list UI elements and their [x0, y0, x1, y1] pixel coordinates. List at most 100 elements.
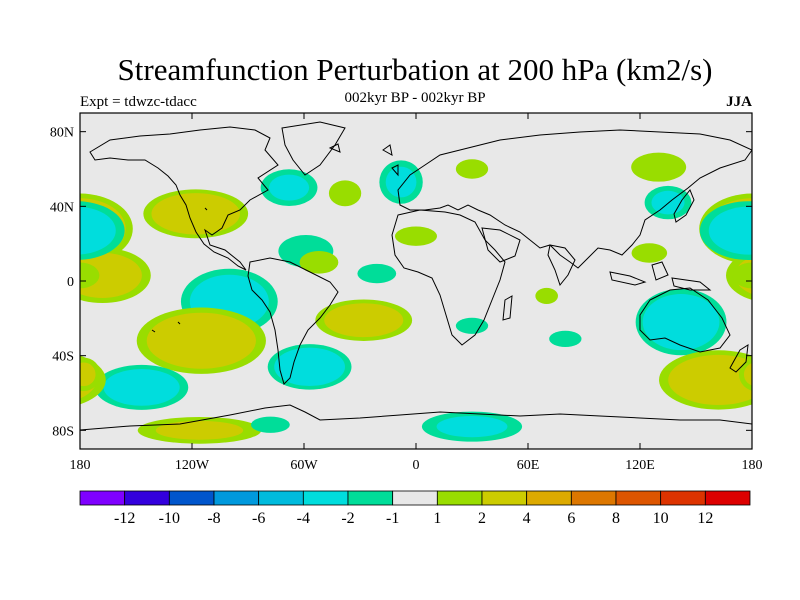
coastline-japan	[673, 189, 695, 223]
contour-band	[631, 243, 668, 263]
contour-band	[385, 166, 417, 198]
contour-band	[535, 287, 558, 305]
contour-band	[80, 252, 142, 298]
colorbar-swatch	[124, 490, 170, 506]
colorbar-label: 4	[523, 510, 531, 527]
contour-band	[251, 416, 290, 433]
contour-band	[455, 317, 489, 334]
contour-band	[708, 206, 752, 255]
x-tick-label: 120W	[175, 458, 210, 473]
colorbar-label: 8	[612, 510, 620, 527]
contour-band	[549, 330, 582, 347]
contour-band	[668, 354, 752, 406]
contour-band	[743, 363, 752, 386]
contour-band	[324, 303, 404, 338]
coastline-eurasia	[397, 129, 752, 269]
coastline-greenland	[281, 121, 346, 176]
contour-band	[455, 159, 489, 179]
contour-band	[0, 289, 54, 355]
contour-band	[394, 226, 438, 246]
colorbar-swatch	[392, 490, 438, 506]
colorbar-swatch	[660, 490, 706, 506]
coastline-antarctica	[80, 404, 752, 431]
coastline-indonesia	[609, 261, 712, 291]
y-tick-label: 0	[67, 275, 74, 290]
colorbar-swatch	[168, 490, 215, 506]
x-tick-label: 180	[742, 458, 763, 473]
x-tick-label: 60W	[290, 458, 318, 473]
colorbar-label: -10	[159, 510, 180, 527]
chart-title: Streamfunction Perturbation at 200 hPa (…	[117, 52, 713, 87]
contour-band	[155, 420, 244, 440]
coastline-north-america	[89, 126, 279, 271]
contour-band	[767, 365, 800, 410]
colorbar-label: 2	[478, 510, 486, 527]
map-axes: 80N 40N 0 40S 80S 180 120W 60W 0 60E 120E 180	[50, 113, 763, 473]
colorbar-label: 6	[567, 510, 575, 527]
colorbar-swatch	[436, 490, 483, 506]
contour-band	[146, 312, 256, 369]
contour-band	[80, 362, 96, 387]
contour-band	[80, 262, 100, 289]
colorbar-label: -1	[386, 510, 399, 527]
x-tick-label: 180	[70, 458, 91, 473]
colorbar-label: -6	[252, 510, 265, 527]
season-label: JJA	[726, 94, 752, 110]
colorbar-label: -8	[207, 510, 220, 527]
colorbar-label: 10	[653, 510, 669, 527]
coastline-australia	[639, 287, 731, 353]
colorbar-label: 1	[433, 510, 441, 527]
colorbar-swatch	[258, 490, 304, 506]
x-tick-label: 0	[413, 458, 420, 473]
colorbar-swatch	[213, 490, 260, 506]
contour-band	[0, 153, 14, 182]
colorbar-swatch	[704, 490, 751, 506]
contour-band	[0, 186, 19, 219]
y-tick-label: 40N	[50, 200, 74, 215]
contour-band	[357, 263, 397, 284]
contour-band	[274, 347, 346, 387]
contour-band	[268, 174, 310, 201]
colorbar-label: 12	[697, 510, 713, 527]
coastline-africa	[391, 209, 506, 346]
colorbar-swatch	[79, 490, 126, 506]
colorbar-swatch	[302, 490, 349, 506]
contour-band	[328, 180, 362, 207]
contour-band	[776, 369, 800, 406]
y-tick-label: 40S	[52, 350, 74, 365]
experiment-label: Expt = tdwzc-tdacc	[80, 94, 197, 110]
contour-band	[0, 294, 47, 350]
colorbar: -12 -10 -8 -6 -4 -2 -1 1 2 4 6 8 10 12	[79, 490, 751, 527]
colorbar-label: -12	[114, 510, 135, 527]
contour-band	[642, 294, 720, 351]
x-tick-label: 120E	[625, 458, 655, 473]
coastline-new-zealand	[729, 344, 749, 373]
colorbar-swatch	[347, 490, 394, 506]
coastline-arabia	[481, 227, 521, 263]
colorbar-swatch	[481, 490, 528, 506]
colorbar-swatch	[615, 490, 662, 506]
colorbar-label: -2	[341, 510, 354, 527]
contour-band	[151, 193, 241, 235]
coastlines	[80, 121, 752, 431]
y-tick-label: 80S	[52, 424, 74, 439]
chart-subtitle: 002kyr BP - 002kyr BP	[344, 90, 486, 106]
coastline-islands	[151, 143, 399, 333]
coastline-south-america	[247, 257, 339, 385]
contour-shading	[0, 152, 800, 444]
colorbar-swatch	[526, 490, 572, 506]
coastline-india	[547, 244, 576, 287]
x-tick-label: 60E	[517, 458, 540, 473]
contour-band	[732, 262, 752, 289]
contour-band	[631, 152, 687, 182]
contour-band	[299, 251, 339, 274]
coastline-madagascar	[502, 295, 513, 321]
contour-band	[436, 415, 508, 438]
y-tick-label: 80N	[50, 126, 74, 141]
colorbar-swatch	[570, 490, 617, 506]
contour-band	[80, 206, 116, 255]
colorbar-label: -4	[297, 510, 310, 527]
contour-band	[0, 191, 13, 215]
contour-band	[103, 369, 180, 406]
